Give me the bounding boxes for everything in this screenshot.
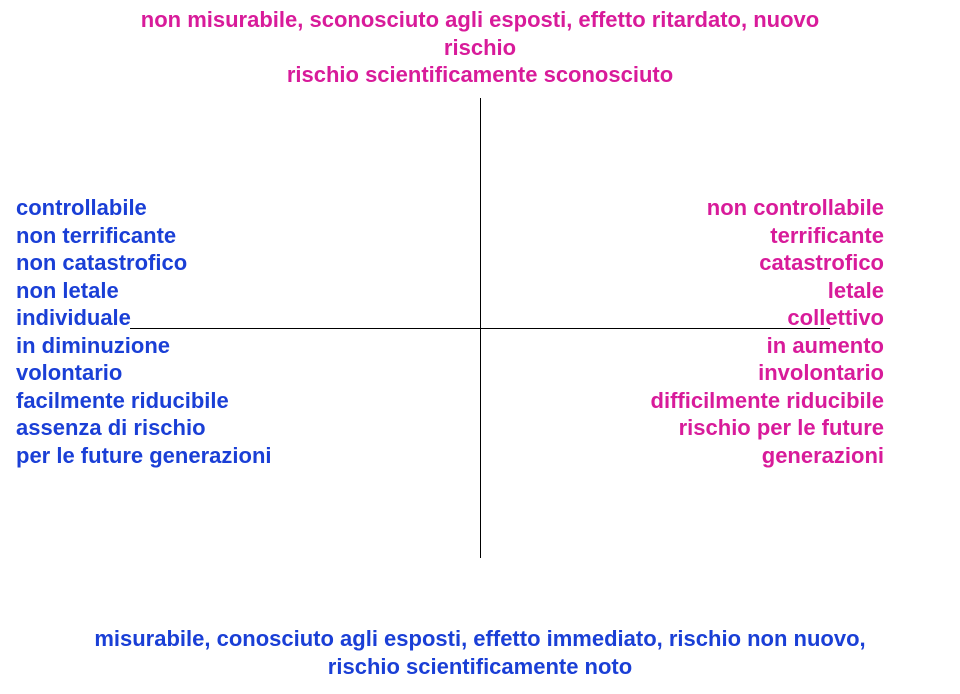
left-item: facilmente riducibile: [16, 387, 272, 415]
right-item: non controllabile: [651, 194, 884, 222]
right-item: involontario: [651, 359, 884, 387]
left-item: volontario: [16, 359, 272, 387]
left-item: non letale: [16, 277, 272, 305]
left-axis-labels: controllabile non terrificante non catas…: [16, 194, 272, 469]
right-item: in aumento: [651, 332, 884, 360]
bottom-line-1: misurabile, conosciuto agli esposti, eff…: [0, 625, 960, 653]
top-line-2: rischio: [0, 34, 960, 62]
top-line-1: non misurabile, sconosciuto agli esposti…: [0, 6, 960, 34]
right-item: letale: [651, 277, 884, 305]
left-item: in diminuzione: [16, 332, 272, 360]
risk-diagram-canvas: non misurabile, sconosciuto agli esposti…: [0, 0, 960, 694]
bottom-line-2: rischio scientificamente noto: [0, 653, 960, 681]
bottom-axis-label: misurabile, conosciuto agli esposti, eff…: [0, 625, 960, 680]
right-item: difficilmente riducibile: [651, 387, 884, 415]
right-item: generazioni: [651, 442, 884, 470]
right-axis-labels: non controllabile terrificante catastrof…: [651, 194, 884, 469]
left-item: per le future generazioni: [16, 442, 272, 470]
left-item: controllabile: [16, 194, 272, 222]
right-item: catastrofico: [651, 249, 884, 277]
left-item: non terrificante: [16, 222, 272, 250]
top-line-3: rischio scientificamente sconosciuto: [0, 61, 960, 89]
right-item: terrificante: [651, 222, 884, 250]
left-item: individuale: [16, 304, 272, 332]
left-item: non catastrofico: [16, 249, 272, 277]
right-item: collettivo: [651, 304, 884, 332]
left-item: assenza di rischio: [16, 414, 272, 442]
right-item: rischio per le future: [651, 414, 884, 442]
top-axis-label: non misurabile, sconosciuto agli esposti…: [0, 6, 960, 89]
